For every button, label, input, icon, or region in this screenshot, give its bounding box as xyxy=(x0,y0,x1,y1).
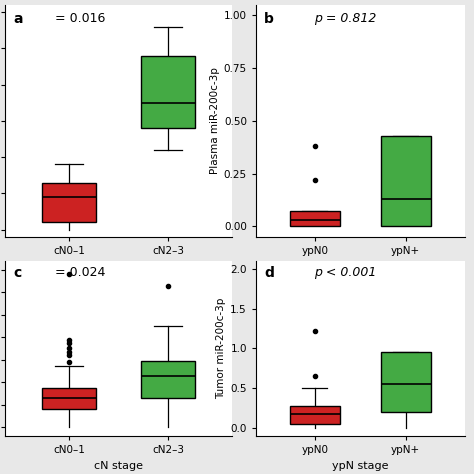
Y-axis label: Tumor miR-200c-3p: Tumor miR-200c-3p xyxy=(216,298,226,399)
Text: p < 0.001: p < 0.001 xyxy=(314,266,377,279)
Bar xyxy=(42,388,96,409)
Bar xyxy=(381,352,430,412)
Text: c: c xyxy=(14,266,22,280)
Bar xyxy=(381,136,430,227)
X-axis label: cN stage: cN stage xyxy=(94,461,143,471)
Text: = 0.024: = 0.024 xyxy=(55,266,105,279)
Y-axis label: Plasma miR-200c-3p: Plasma miR-200c-3p xyxy=(210,67,219,174)
Text: d: d xyxy=(264,266,274,280)
Text: p = 0.812: p = 0.812 xyxy=(314,12,377,25)
Text: a: a xyxy=(14,12,23,26)
Bar xyxy=(141,361,195,398)
Text: = 0.016: = 0.016 xyxy=(55,12,105,25)
Text: b: b xyxy=(264,12,274,26)
Bar xyxy=(141,55,195,128)
X-axis label: ypN stage: ypN stage xyxy=(332,461,389,471)
Bar xyxy=(42,182,96,222)
Bar xyxy=(290,210,340,227)
Bar xyxy=(290,406,340,424)
